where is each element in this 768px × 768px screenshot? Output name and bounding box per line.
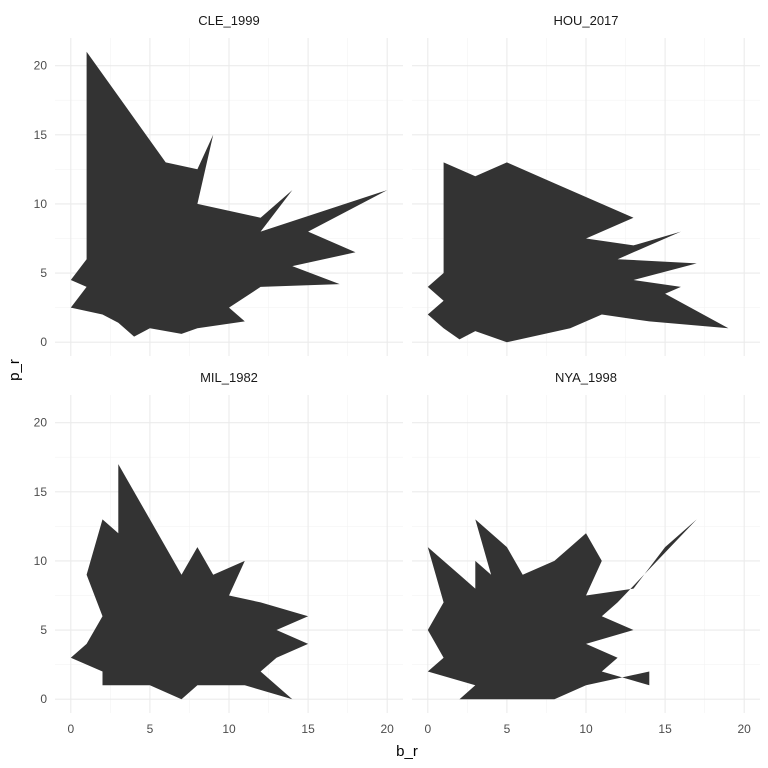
- y-axis-tick-labels: 0 5 10 15 20 0 5 10 15 20: [34, 59, 48, 707]
- y-tick-label: 0: [40, 692, 47, 706]
- y-tick-label: 10: [34, 554, 48, 568]
- y-tick-label: 15: [34, 128, 48, 142]
- x-tick-label: 20: [381, 722, 395, 736]
- x-tick-label: 15: [658, 722, 672, 736]
- x-tick-label: 15: [301, 722, 315, 736]
- y-tick-label: 15: [34, 485, 48, 499]
- facet-title: MIL_1982: [200, 370, 258, 385]
- x-tick-label: 10: [579, 722, 593, 736]
- x-axis-title: b_r: [396, 743, 418, 760]
- y-axis-title: p_r: [6, 359, 23, 381]
- facet-title: NYA_1998: [555, 370, 617, 385]
- panel-hou-2017: HOU_2017: [412, 13, 760, 356]
- data-polygon: [427, 162, 729, 343]
- facet-title: HOU_2017: [553, 13, 618, 28]
- x-axis-tick-labels: 0 5 10 15 20 0 5 10 15 20: [67, 722, 751, 736]
- y-tick-label: 20: [34, 416, 48, 430]
- data-polygon: [70, 464, 309, 700]
- y-tick-label: 5: [40, 266, 47, 280]
- facet-title: CLE_1999: [198, 13, 259, 28]
- y-tick-label: 5: [40, 623, 47, 637]
- x-tick-label: 5: [504, 722, 511, 736]
- y-tick-label: 20: [34, 59, 48, 73]
- y-tick-label: 10: [34, 197, 48, 211]
- x-tick-label: 10: [222, 722, 236, 736]
- data-polygon: [427, 519, 697, 700]
- x-tick-label: 0: [424, 722, 431, 736]
- panels-layer: CLE_1999 HOU_2017 MIL_1982 NYA_1998: [55, 13, 760, 713]
- panel-nya-1998: NYA_1998: [412, 370, 760, 713]
- x-tick-label: 20: [738, 722, 752, 736]
- panel-cle-1999: CLE_1999: [55, 13, 403, 356]
- data-polygon: [70, 51, 388, 337]
- y-tick-label: 0: [40, 335, 47, 349]
- x-tick-label: 5: [147, 722, 154, 736]
- x-tick-label: 0: [67, 722, 74, 736]
- panel-mil-1982: MIL_1982: [55, 370, 403, 713]
